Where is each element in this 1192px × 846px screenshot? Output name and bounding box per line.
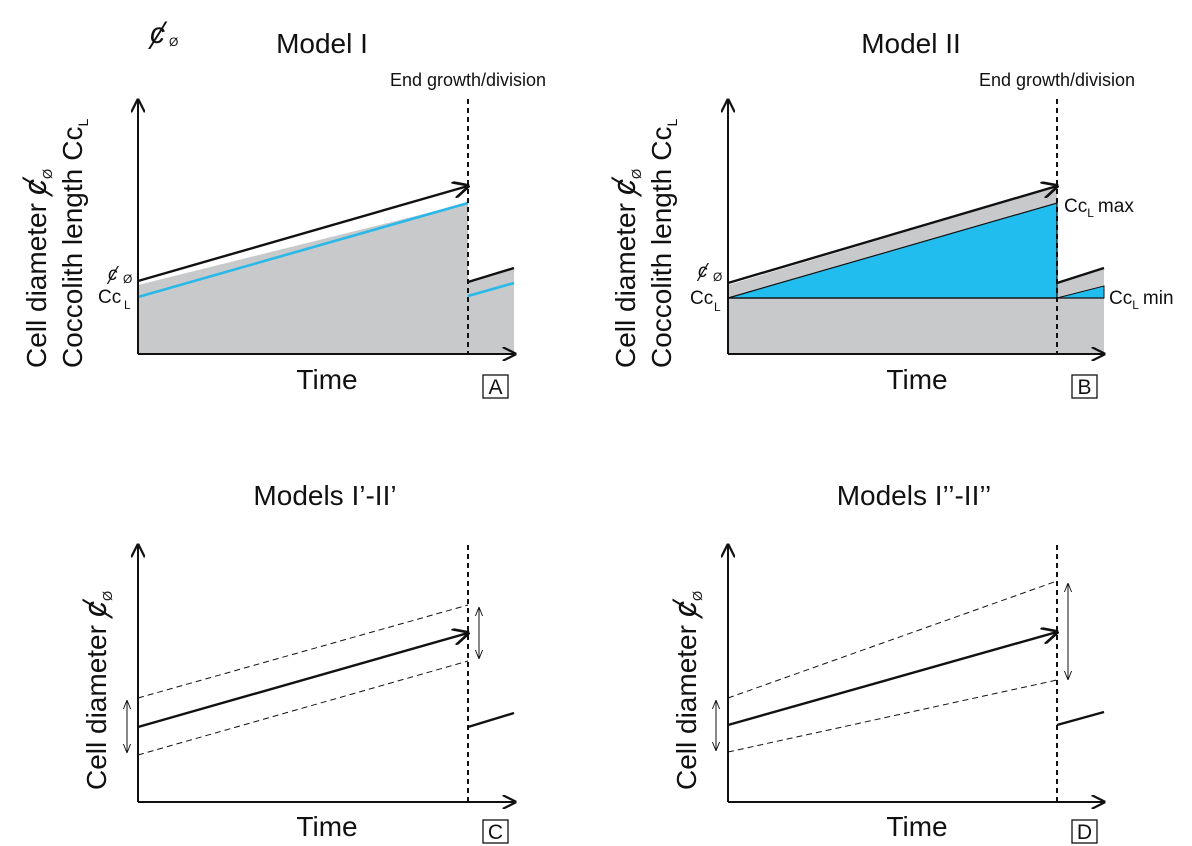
panel-d-diameter-line-next bbox=[1056, 710, 1105, 727]
panel-d-title: Models I’’-II’’ bbox=[837, 480, 992, 511]
panel-a-ylabel-1: Cell diameterȼØ bbox=[17, 169, 55, 368]
panel-c-diameter-line-next bbox=[467, 711, 515, 729]
panel-b-min-label: CcL min bbox=[1109, 288, 1174, 312]
panel-b-tick-cc: Cc bbox=[690, 288, 713, 309]
panel-b-letter-box bbox=[1071, 374, 1098, 399]
panel-b-max-label: CcL max bbox=[1064, 196, 1134, 220]
panel-a-coccolith-line bbox=[137, 201, 469, 299]
panel-d-xlabel: Time bbox=[886, 811, 947, 842]
panel-c-ylabel: Cell diameterȼØ bbox=[77, 591, 115, 790]
panel-c-upper-envelope bbox=[137, 604, 469, 699]
panel-b-title: Model II bbox=[861, 28, 961, 59]
panel-c-letter-box bbox=[482, 819, 509, 844]
panel-d-diameter-line bbox=[727, 632, 1057, 727]
panel-b-tick-cc-sub: L bbox=[714, 300, 721, 314]
panel-a-tick-cc: Cc bbox=[98, 287, 121, 308]
panel-c-xlabel: Time bbox=[296, 811, 357, 842]
panel-a-cell-area-next bbox=[468, 268, 514, 354]
panel-a-tick-diam: ȼ bbox=[106, 264, 119, 285]
panel-b-letter: B bbox=[1077, 376, 1091, 399]
legend-symbol: ȼ bbox=[148, 17, 168, 50]
panel-a-tick-cc-sub: L bbox=[124, 298, 131, 312]
panel-c-letter: C bbox=[488, 821, 503, 844]
panel-b-diameter-line bbox=[727, 186, 1057, 285]
panel-a-tick-diam-sub: Ø bbox=[123, 272, 132, 286]
panel-b-coccolith-wedge bbox=[727, 202, 1058, 299]
panel-d-lower-envelope bbox=[727, 679, 1058, 753]
panel-a-xlabel: Time bbox=[296, 364, 357, 395]
panel-b-ylabel-2: Coccolith lengthCcL bbox=[646, 119, 680, 368]
panel-a-coccolith-line-next bbox=[467, 281, 515, 298]
panel-a-letter-box bbox=[482, 374, 509, 399]
panel-a-cell-area bbox=[138, 203, 468, 354]
panel-c-lower-envelope bbox=[137, 660, 469, 756]
panel-a: Model I End growth/division ȼ Ø Cc L Cel… bbox=[17, 28, 546, 399]
panel-a-diameter-line bbox=[137, 186, 468, 283]
panel-a-end-label: End growth/division bbox=[390, 70, 546, 90]
panel-c-title: Models I’-II’ bbox=[253, 480, 396, 511]
panel-d-letter: D bbox=[1077, 821, 1092, 844]
panel-d-letter-box bbox=[1071, 819, 1098, 844]
panel-b-end-label: End growth/division bbox=[979, 70, 1135, 90]
panel-d-upper-envelope bbox=[727, 580, 1058, 699]
panel-b-tick-diam-sub: Ø bbox=[713, 270, 722, 284]
panel-a-diameter-line-next bbox=[467, 266, 515, 284]
panel-a-title: Model I bbox=[276, 28, 368, 59]
panel-c: Models I’-II’ Cell diameterȼØ Time C bbox=[77, 480, 515, 844]
panel-a-letter: A bbox=[488, 376, 502, 399]
panel-b-tick-diam: ȼ bbox=[696, 261, 709, 282]
legend-symbol-sub: Ø bbox=[169, 35, 178, 49]
panel-b-ylabel-1: Cell diameterȼØ bbox=[606, 169, 644, 368]
panel-b-diameter-line-next bbox=[1056, 266, 1105, 285]
panel-b-xlabel: Time bbox=[886, 364, 947, 395]
panel-d-ylabel: Cell diameterȼØ bbox=[667, 591, 705, 790]
panel-a-ylabel-2: Coccolith lengthCcL bbox=[57, 119, 91, 368]
panel-b: Model II End growth/division ȼ Ø Cc L Cc… bbox=[606, 28, 1174, 399]
panel-d: Models I’’-II’’ Cell diameterȼØ Time D bbox=[667, 480, 1104, 844]
panel-c-diameter-line bbox=[137, 633, 468, 729]
